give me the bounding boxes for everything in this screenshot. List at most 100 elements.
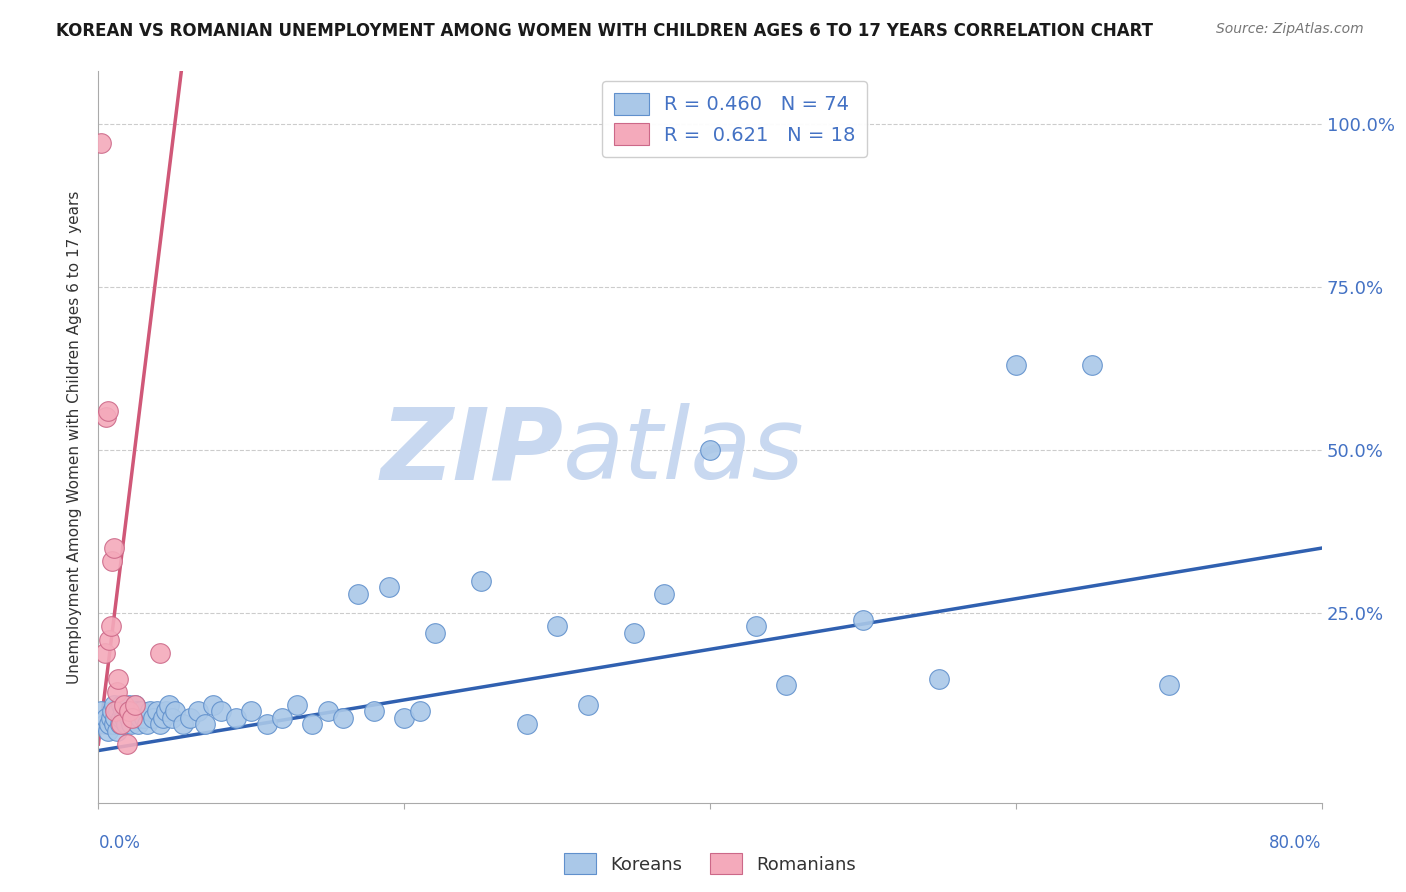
Point [108,717,131,731]
Point [107,672,129,686]
Point [347,587,370,601]
Point [93,717,115,731]
Point [470,574,492,588]
Point [745,619,768,633]
Point [121,711,143,725]
Point [117,737,139,751]
Text: atlas: atlas [564,403,804,500]
Point [1157,678,1180,692]
Point [121,705,143,719]
Point [852,613,875,627]
Point [240,705,263,719]
Point [149,646,172,660]
Point [97,723,120,738]
Point [105,685,128,699]
Point [129,705,152,719]
Point [94,711,117,725]
Point [107,705,129,719]
Point [652,587,675,601]
Point [101,554,124,568]
Point [101,705,124,719]
Point [301,717,323,731]
Point [110,698,132,712]
Point [111,705,134,719]
Point [136,717,159,731]
Point [139,705,162,719]
Point [118,698,141,712]
Point [105,723,128,738]
Point [103,698,125,712]
Point [145,705,167,719]
Point [187,705,209,719]
Point [408,705,430,719]
Point [94,410,117,425]
Point [142,711,165,725]
Point [155,705,177,719]
Point [775,678,797,692]
Point [152,711,174,725]
Point [332,711,354,725]
Point [149,717,172,731]
Point [179,711,201,725]
Point [194,717,217,731]
Point [110,717,132,731]
Point [157,698,180,712]
Point [576,698,599,712]
Point [124,698,146,712]
Point [363,705,385,719]
Point [98,632,121,647]
Point [516,717,538,731]
Text: ZIP: ZIP [380,403,564,500]
Point [98,717,121,731]
Point [160,711,183,725]
Point [134,711,156,725]
Point [172,717,194,731]
Point [124,698,146,712]
Point [118,705,141,719]
Point [118,711,141,725]
Point [928,672,950,686]
Point [209,705,232,719]
Point [122,711,145,725]
Point [225,711,247,725]
Point [100,711,122,725]
Text: 80.0%: 80.0% [1270,834,1322,852]
Legend: Koreans, Romanians: Koreans, Romanians [557,847,863,881]
Text: Source: ZipAtlas.com: Source: ZipAtlas.com [1216,22,1364,37]
Point [125,705,148,719]
Point [127,717,149,731]
Text: KOREAN VS ROMANIAN UNEMPLOYMENT AMONG WOMEN WITH CHILDREN AGES 6 TO 17 YEARS COR: KOREAN VS ROMANIAN UNEMPLOYMENT AMONG WO… [56,22,1153,40]
Point [103,717,125,731]
Point [104,705,127,719]
Point [100,619,122,633]
Point [392,711,416,725]
Point [623,626,645,640]
Point [128,711,150,725]
Point [117,705,139,719]
Point [115,717,138,731]
Point [316,705,339,719]
Point [163,705,186,719]
Point [90,136,112,151]
Point [90,705,112,719]
Point [112,711,135,725]
Point [93,646,115,660]
Point [104,711,127,725]
Point [120,717,142,731]
Point [285,698,308,712]
Point [423,626,446,640]
Point [103,541,125,555]
Point [110,711,132,725]
Point [112,698,135,712]
Point [256,717,278,731]
Point [202,698,225,712]
Point [378,580,401,594]
Point [1004,358,1026,372]
Point [97,404,120,418]
Point [1081,358,1104,372]
Point [546,619,568,633]
Text: 0.0%: 0.0% [98,834,141,852]
Point [270,711,292,725]
Y-axis label: Unemployment Among Women with Children Ages 6 to 17 years: Unemployment Among Women with Children A… [67,190,83,684]
Point [699,443,721,458]
